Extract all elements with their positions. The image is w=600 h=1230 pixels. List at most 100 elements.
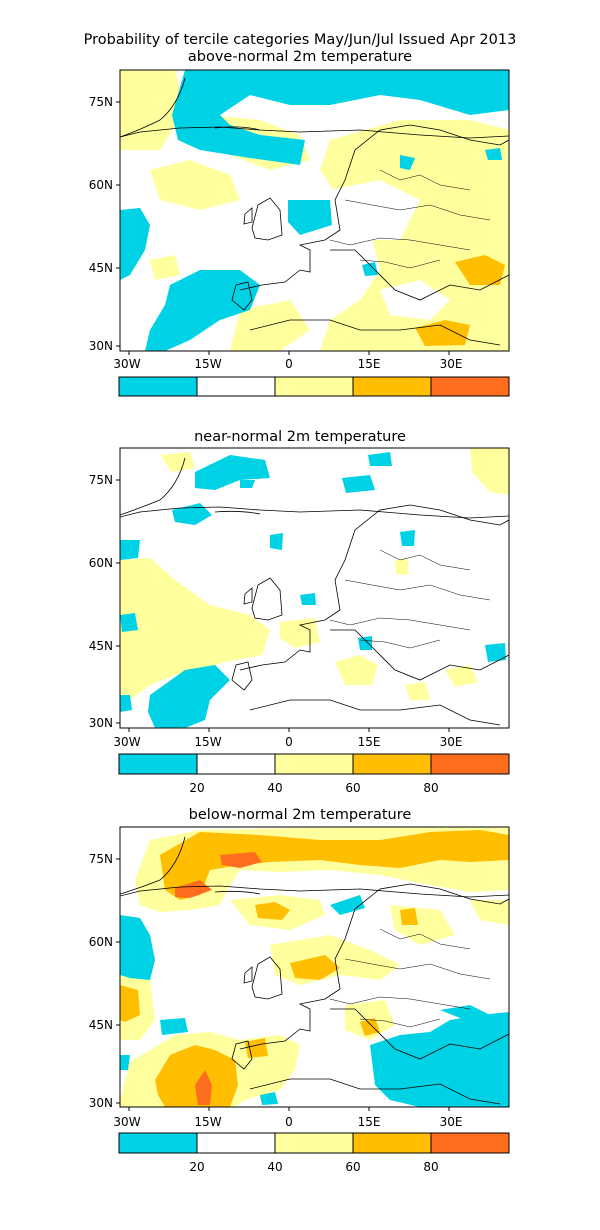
lat-label: 45N — [89, 1018, 113, 1032]
lat-label: 60N — [89, 935, 113, 949]
shade-gt80 — [220, 852, 262, 868]
panel-title: above-normal 2m temperature — [187, 49, 413, 65]
lon-label: 15E — [358, 735, 381, 749]
colorbar-tick-label: 60 — [345, 1160, 360, 1174]
shade-60to80 — [400, 908, 418, 925]
lon-label: 30W — [113, 735, 140, 749]
shade-40to60 — [320, 120, 509, 351]
shade-20to40 — [380, 280, 450, 320]
lat-label: 45N — [89, 261, 113, 275]
shade-gt80 — [175, 880, 212, 898]
shade-lt20 — [120, 540, 140, 560]
shade-40to60 — [120, 70, 185, 150]
shade-lt20 — [330, 895, 365, 915]
shade-lt20 — [440, 1005, 490, 1022]
lat-label: 30N — [89, 1096, 113, 1110]
shade-40to60 — [150, 255, 180, 280]
lon-label: 30W — [113, 357, 140, 371]
shade-lt20 — [160, 1018, 188, 1035]
shade-60to80 — [155, 1045, 238, 1107]
colorbar — [118, 376, 510, 397]
shade-lt20 — [358, 636, 372, 650]
lon-label: 0 — [285, 357, 293, 371]
shade-lt20 — [485, 148, 502, 160]
shade-lt20 — [400, 530, 415, 546]
shade-lt20 — [270, 533, 283, 550]
shade-lt20 — [172, 503, 212, 525]
shade-lt20 — [240, 480, 255, 488]
colorbar-tick-label: 60 — [345, 781, 360, 795]
shade-60to80 — [120, 985, 140, 1022]
shade-60to80 — [160, 830, 509, 900]
shade-lt20 — [172, 70, 509, 165]
lon-label: 15W — [194, 1115, 221, 1129]
shade-40to60 — [335, 655, 378, 685]
shade-lt20 — [148, 665, 230, 728]
colorbar-tick-label: 80 — [423, 781, 438, 795]
shade-lt20 — [485, 643, 506, 662]
shade-60to80 — [255, 902, 290, 920]
shade-lt20 — [342, 475, 375, 493]
lat-label: 75N — [89, 852, 113, 866]
shade-40to60 — [470, 900, 509, 925]
map-above-normal: 75N 60N 45N 30N 30W 15W 0 15E 30E 20 40 … — [89, 69, 510, 397]
shade-40to60 — [405, 682, 430, 700]
colorbar — [118, 1132, 510, 1154]
shade-lt20 — [362, 262, 378, 276]
lon-label: 30E — [440, 1115, 463, 1129]
figure-title: Probability of tercile categories May/Ju… — [83, 32, 517, 48]
shade-lt20 — [120, 915, 155, 980]
colorbar-tick-label: 20 — [189, 1160, 204, 1174]
shade-gt80 — [195, 1070, 212, 1105]
shade-lt20 — [300, 593, 316, 605]
shade-40to60 — [230, 300, 310, 351]
shade-40to60 — [120, 558, 270, 705]
shade-lt20 — [195, 455, 270, 490]
shade-60to80 — [360, 1018, 380, 1036]
shade-40to60 — [150, 160, 240, 210]
shade-lt20 — [120, 695, 132, 712]
panel-title: below-normal 2m temperature — [188, 807, 412, 823]
lon-label: 0 — [285, 1115, 293, 1129]
lat-label: 30N — [89, 339, 113, 353]
shade-lt20 — [120, 613, 138, 632]
shade-40to60 — [395, 558, 408, 575]
lat-label: 60N — [89, 556, 113, 570]
lat-label: 75N — [89, 95, 113, 109]
lat-label: 45N — [89, 639, 113, 653]
lon-label: 30W — [113, 1115, 140, 1129]
shade-lt20 — [288, 200, 332, 235]
shade-lt20 — [400, 155, 415, 170]
shade-lt20 — [145, 270, 260, 351]
shade-60to80 — [455, 255, 505, 285]
colorbar-tick-label: 40 — [267, 781, 282, 795]
shade-lt20 — [370, 1012, 509, 1107]
lat-label: 75N — [89, 473, 113, 487]
colorbar-tick-label: 20 — [189, 781, 204, 795]
shade-lt20 — [368, 452, 392, 466]
lat-label: 60N — [89, 178, 113, 192]
shade-lt20 — [120, 208, 150, 280]
lon-label: 15W — [194, 357, 221, 371]
colorbar-labels-near: 20 40 60 80 — [189, 781, 438, 795]
lon-label: 30E — [440, 357, 463, 371]
colorbar — [118, 753, 510, 775]
panel-title: near-normal 2m temperature — [194, 429, 406, 445]
lon-label: 15W — [194, 735, 221, 749]
colorbar-tick-label: 40 — [267, 1160, 282, 1174]
shade-lt20 — [260, 1092, 278, 1105]
lon-label: 15E — [358, 357, 381, 371]
shade-40to60 — [470, 448, 509, 495]
lon-label: 30E — [440, 735, 463, 749]
lat-label: 30N — [89, 716, 113, 730]
map-near-normal: 75N 60N 45N 30N 30W 15W 0 15E 30E — [89, 447, 510, 775]
colorbar-tick-label: 80 — [423, 1160, 438, 1174]
shade-lt20 — [120, 1055, 130, 1070]
shade-20to40 — [330, 180, 420, 240]
lon-label: 0 — [285, 735, 293, 749]
shade-40to60 — [445, 665, 478, 687]
lon-label: 15E — [358, 1115, 381, 1129]
shade-40to60 — [160, 452, 195, 472]
map-below-normal: 75N 60N 45N 30N 30W 15W 0 15E 30E 20 40 … — [89, 826, 510, 1174]
shade-60to80 — [290, 955, 340, 980]
